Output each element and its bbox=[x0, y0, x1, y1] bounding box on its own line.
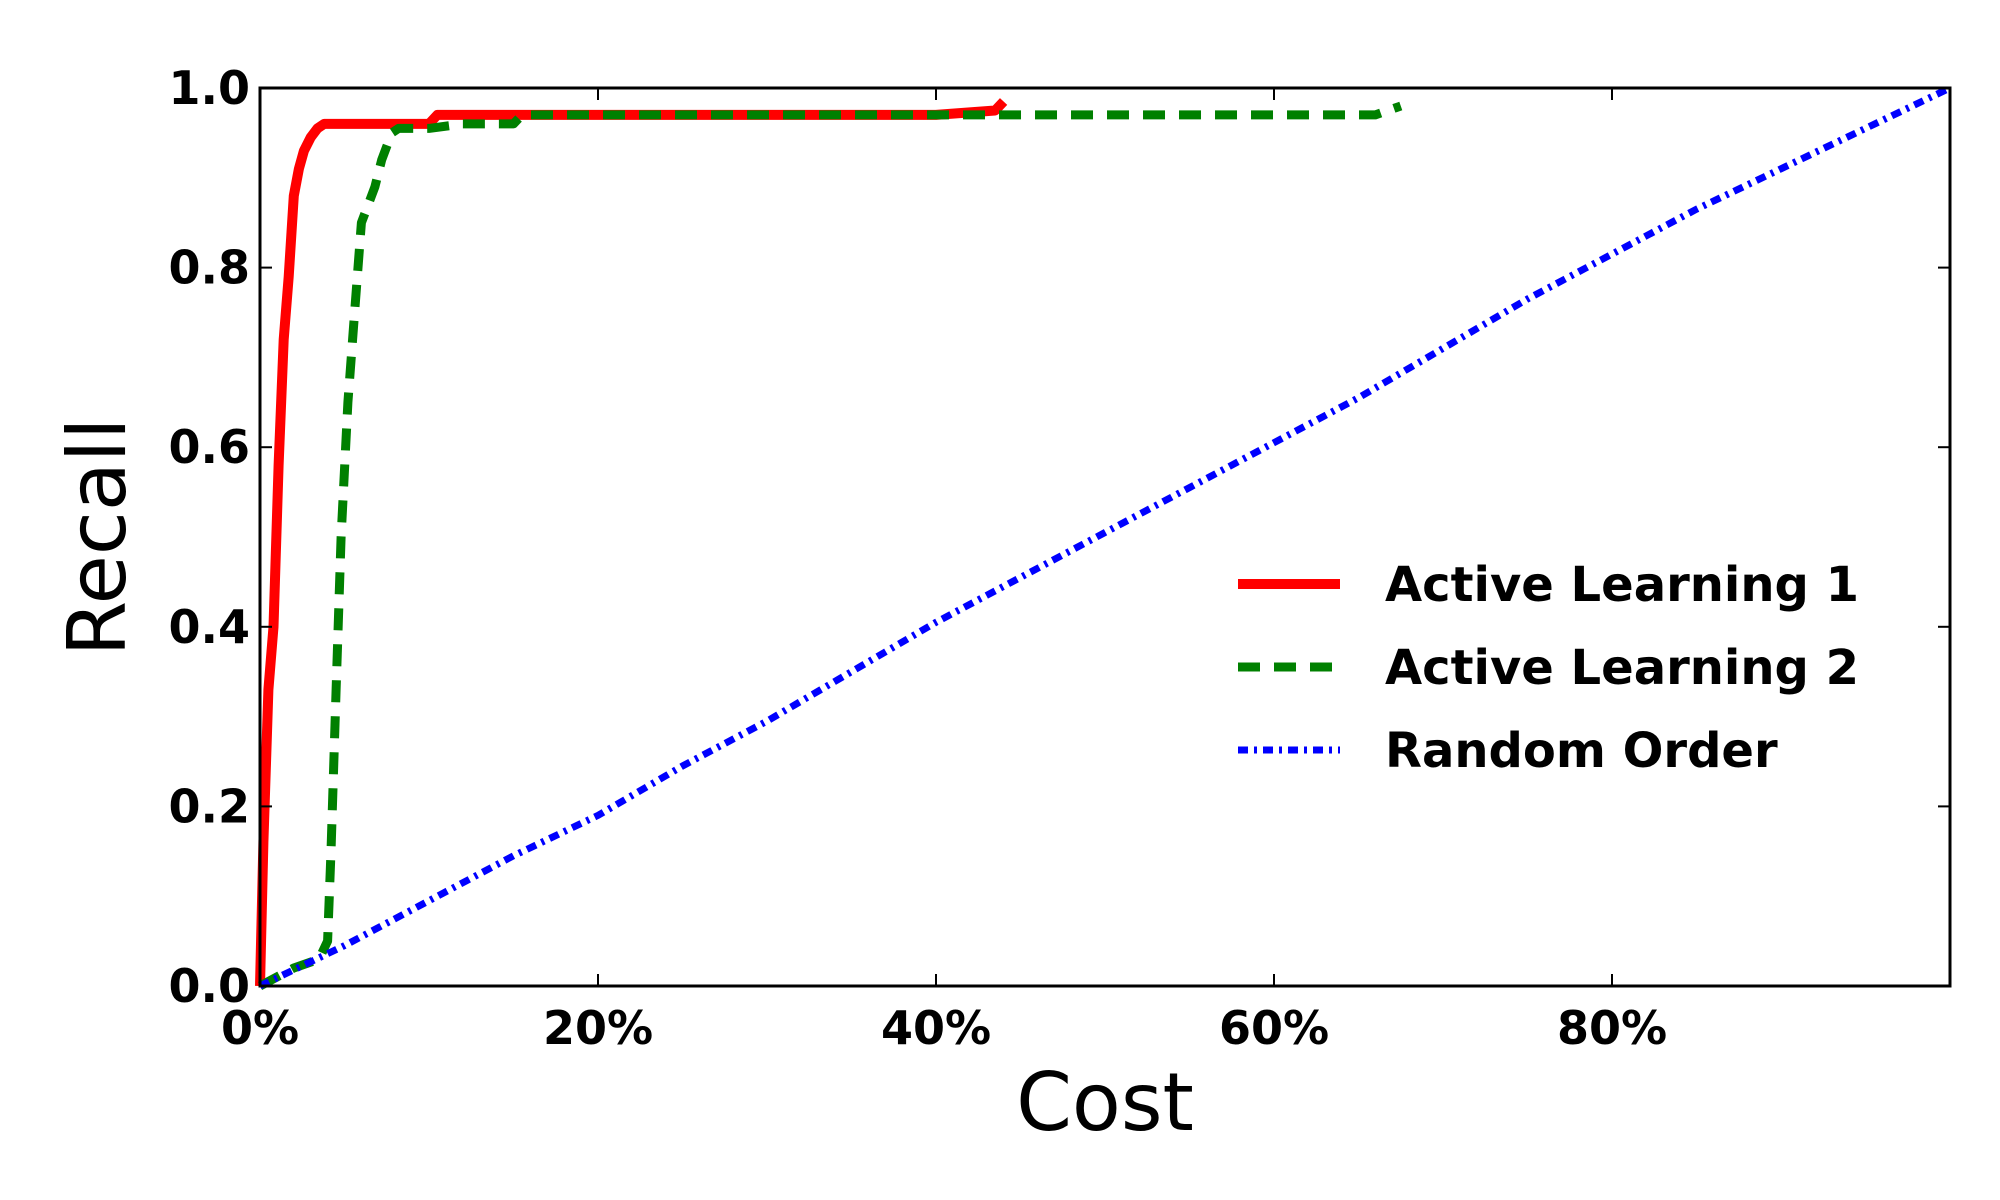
x-tick-label: 0% bbox=[221, 1001, 299, 1055]
series-line-1 bbox=[257, 101, 1403, 990]
legend-label-1: Active Learning 2 bbox=[1385, 640, 1859, 696]
x-tick-label: 20% bbox=[543, 1001, 653, 1055]
series-line-0 bbox=[255, 98, 1008, 987]
y-tick-label: 0.6 bbox=[169, 420, 251, 474]
y-axis-title: Recall bbox=[51, 418, 144, 657]
y-tick-label: 0.4 bbox=[169, 600, 251, 654]
legend-label-0: Active Learning 1 bbox=[1385, 557, 1859, 613]
legend: Active Learning 1 Active Learning 2 Random… bbox=[1238, 557, 1859, 779]
x-tick-label: 60% bbox=[1219, 1001, 1329, 1055]
y-tick-label: 0.2 bbox=[169, 779, 251, 833]
ticks-layer: 0% 20% 40% 60% 80% 0.0 0.2 0.4 0.6 0.8 1.0 bbox=[169, 61, 1950, 1055]
plot-frame bbox=[258, 86, 1952, 988]
y-tick-label: 1.0 bbox=[169, 61, 251, 115]
series-line-2 bbox=[258, 84, 1952, 990]
x-tick-label: 40% bbox=[881, 1001, 991, 1055]
x-tick-label: 80% bbox=[1557, 1001, 1667, 1055]
y-tick-label: 0.8 bbox=[169, 241, 251, 295]
legend-label-2: Random Order bbox=[1385, 723, 1778, 779]
y-tick-label: 0.0 bbox=[169, 959, 251, 1013]
series-layer bbox=[255, 84, 1952, 990]
x-axis-title: Cost bbox=[1016, 1056, 1194, 1149]
